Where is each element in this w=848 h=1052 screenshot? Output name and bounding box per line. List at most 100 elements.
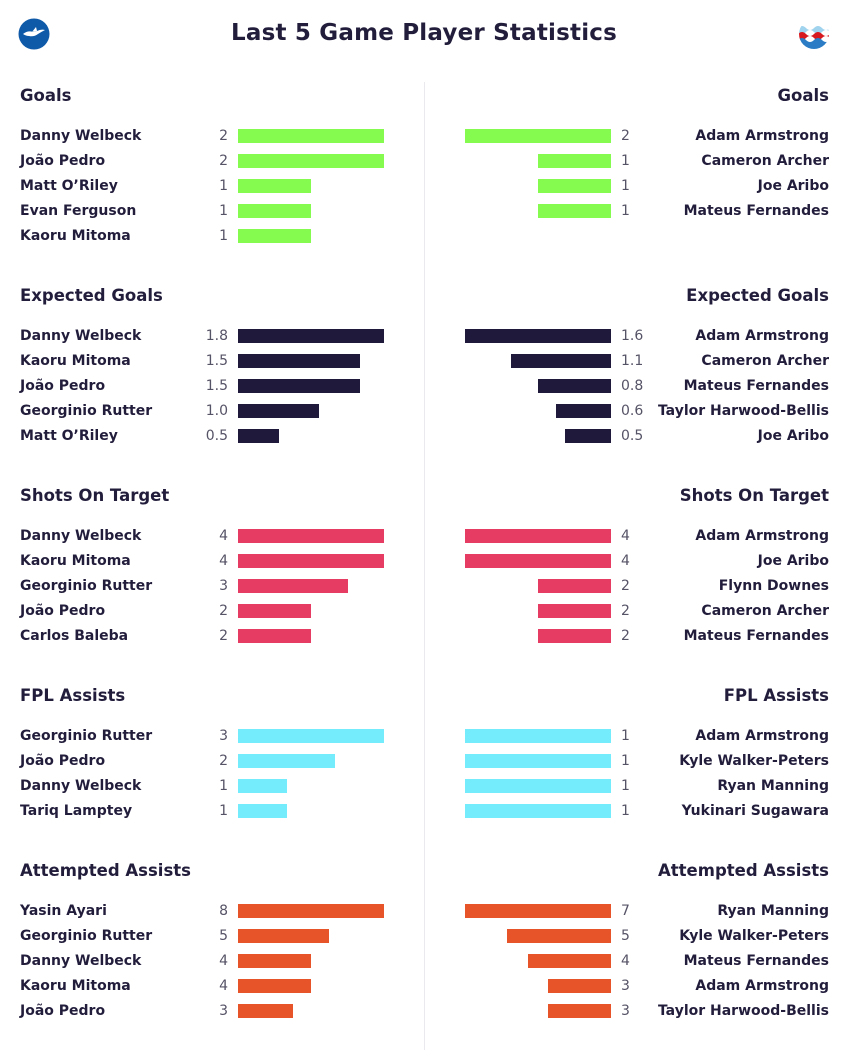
player-name: Mateus Fernandes bbox=[683, 628, 829, 644]
bar-mark bbox=[538, 604, 611, 618]
section-title-expected-goals: Expected Goals bbox=[686, 286, 829, 305]
bar-mark bbox=[238, 954, 311, 968]
data-label: 0.6 bbox=[621, 403, 644, 419]
player-name: Adam Armstrong bbox=[695, 728, 829, 744]
data-label: 3 bbox=[219, 578, 228, 594]
section-title-fpl-assists: FPL Assists bbox=[723, 686, 829, 705]
bar-mark bbox=[538, 579, 611, 593]
bar-mark bbox=[238, 354, 360, 368]
player-name: Tariq Lamptey bbox=[20, 803, 133, 819]
player-name: Kyle Walker-Peters bbox=[679, 753, 829, 769]
header: Last 5 Game Player Statistics bbox=[0, 0, 848, 70]
data-label: 4 bbox=[621, 953, 630, 969]
data-label: 2 bbox=[621, 628, 630, 644]
player-name: Kaoru Mitoma bbox=[20, 978, 131, 994]
section-title-goals: Goals bbox=[20, 86, 72, 105]
bar-mark bbox=[238, 604, 311, 618]
bar-mark bbox=[465, 754, 611, 768]
data-label: 1 bbox=[621, 803, 630, 819]
data-label: 2 bbox=[621, 603, 630, 619]
bar-mark bbox=[238, 129, 384, 143]
data-label: 1 bbox=[219, 178, 228, 194]
section-title-shots-on-target: Shots On Target bbox=[679, 486, 829, 505]
data-label: 2 bbox=[621, 128, 630, 144]
player-name: João Pedro bbox=[20, 153, 106, 169]
player-name: Danny Welbeck bbox=[20, 128, 142, 144]
bar-mark bbox=[238, 729, 384, 743]
bar-mark bbox=[548, 979, 611, 993]
player-name: Flynn Downes bbox=[718, 578, 829, 594]
data-label: 1 bbox=[621, 778, 630, 794]
data-label: 1.6 bbox=[621, 328, 644, 344]
player-name: Mateus Fernandes bbox=[683, 953, 829, 969]
player-name: Matt O’Riley bbox=[20, 428, 118, 444]
data-label: 3 bbox=[621, 978, 630, 994]
bar-mark bbox=[538, 154, 611, 168]
data-label: 1 bbox=[621, 178, 630, 194]
bar-mark bbox=[238, 379, 360, 393]
bar-mark bbox=[238, 529, 384, 543]
player-name: Adam Armstrong bbox=[695, 128, 829, 144]
bar-mark bbox=[465, 904, 611, 918]
player-name: Cameron Archer bbox=[701, 353, 829, 369]
player-name: Georginio Rutter bbox=[20, 578, 153, 594]
bar-mark bbox=[238, 579, 348, 593]
player-name: Kyle Walker-Peters bbox=[679, 928, 829, 944]
section-title-goals: Goals bbox=[777, 86, 830, 105]
bar-mark bbox=[465, 729, 611, 743]
data-label: 0.5 bbox=[205, 428, 228, 444]
data-label: 7 bbox=[621, 903, 630, 919]
data-label: 8 bbox=[219, 903, 228, 919]
data-label: 2 bbox=[219, 128, 228, 144]
bar-mark bbox=[238, 629, 311, 643]
data-label: 1.8 bbox=[205, 328, 228, 344]
bar-mark bbox=[238, 929, 329, 943]
bar-mark bbox=[238, 429, 279, 443]
data-label: 4 bbox=[219, 953, 228, 969]
data-label: 1.5 bbox=[205, 353, 228, 369]
page-title: Last 5 Game Player Statistics bbox=[231, 20, 617, 46]
data-label: 1 bbox=[621, 203, 630, 219]
data-label: 3 bbox=[219, 1003, 228, 1019]
data-label: 0.8 bbox=[621, 378, 644, 394]
bar-mark bbox=[238, 804, 287, 818]
data-label: 2 bbox=[621, 578, 630, 594]
player-name: Mateus Fernandes bbox=[683, 203, 829, 219]
player-name: Ryan Manning bbox=[717, 903, 829, 919]
player-name: Kaoru Mitoma bbox=[20, 353, 131, 369]
bar-mark bbox=[238, 779, 287, 793]
bar-mark bbox=[465, 529, 611, 543]
data-label: 1 bbox=[621, 153, 630, 169]
player-name: Yukinari Sugawara bbox=[681, 803, 829, 819]
data-label: 1 bbox=[219, 228, 228, 244]
player-name: Georginio Rutter bbox=[20, 403, 153, 419]
data-label: 4 bbox=[621, 528, 630, 544]
data-label: 1 bbox=[219, 203, 228, 219]
center-divider bbox=[424, 82, 425, 1050]
player-name: Cameron Archer bbox=[701, 603, 829, 619]
player-name: Danny Welbeck bbox=[20, 528, 142, 544]
data-label: 1 bbox=[219, 778, 228, 794]
bar-mark bbox=[538, 204, 611, 218]
section-title-attempted-assists: Attempted Assists bbox=[658, 861, 829, 880]
southampton-waves-icon bbox=[798, 18, 830, 50]
bar-mark bbox=[465, 129, 611, 143]
data-label: 1.1 bbox=[621, 353, 644, 369]
left-team-panel: Goals Danny Welbeck 2 João Pedro 2 Matt O’Ril… bbox=[20, 86, 384, 1019]
player-name: João Pedro bbox=[20, 753, 106, 769]
bar-mark bbox=[238, 754, 335, 768]
player-name: Cameron Archer bbox=[701, 153, 829, 169]
bar-mark bbox=[238, 154, 384, 168]
player-name: Mateus Fernandes bbox=[683, 378, 829, 394]
section-title-attempted-assists: Attempted Assists bbox=[20, 861, 191, 880]
data-label: 5 bbox=[219, 928, 228, 944]
bar-mark bbox=[238, 179, 311, 193]
bar-mark bbox=[556, 404, 611, 418]
player-name: Joe Aribo bbox=[757, 178, 829, 194]
bar-mark bbox=[511, 354, 611, 368]
data-label: 4 bbox=[621, 553, 630, 569]
bar-mark bbox=[565, 429, 611, 443]
bar-mark bbox=[538, 379, 611, 393]
player-name: João Pedro bbox=[20, 603, 106, 619]
bar-mark bbox=[538, 629, 611, 643]
